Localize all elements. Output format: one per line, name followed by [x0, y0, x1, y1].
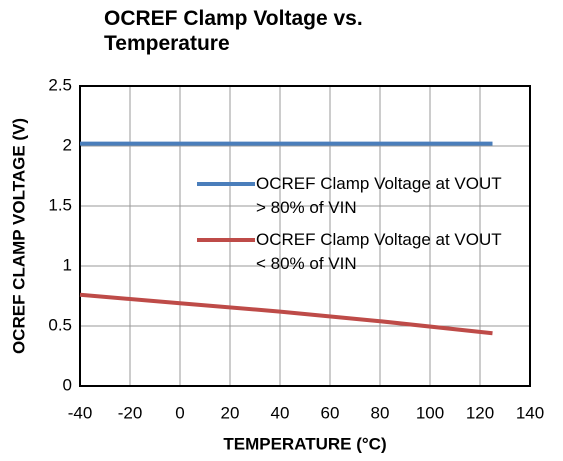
x-tick-label: 120	[466, 403, 494, 422]
y-tick-label: 0.5	[48, 315, 72, 334]
x-tick-label: 40	[271, 403, 290, 422]
x-axis-label: TEMPERATURE (°C)	[223, 434, 386, 453]
x-tick-label: 20	[221, 403, 240, 422]
x-tick-label: 100	[416, 403, 444, 422]
x-tick-label: 0	[175, 403, 184, 422]
legend-label: OCREF Clamp Voltage at VOUT < 80% of VIN	[256, 230, 502, 273]
x-tick-label: -20	[118, 403, 143, 422]
y-tick-label: 0	[63, 375, 72, 394]
y-tick-label: 2	[63, 135, 72, 154]
y-tick-label: 1	[63, 255, 72, 274]
y-tick-label: 1.5	[48, 195, 72, 214]
x-tick-label: -40	[68, 403, 93, 422]
legend-label: OCREF Clamp Voltage at VOUT > 80% of VIN	[256, 174, 502, 217]
x-tick-label: 140	[516, 403, 544, 422]
x-tick-label: 60	[321, 403, 340, 422]
series-line	[79, 292, 493, 336]
plot-border	[79, 85, 531, 387]
y-axis-label: OCREF CLAMP VOLTAGE (V)	[9, 118, 28, 354]
chart-title: OCREF Clamp Voltage vs. Temperature	[104, 7, 363, 55]
y-tick-label: 2.5	[48, 75, 72, 94]
x-tick-label: 80	[371, 403, 390, 422]
